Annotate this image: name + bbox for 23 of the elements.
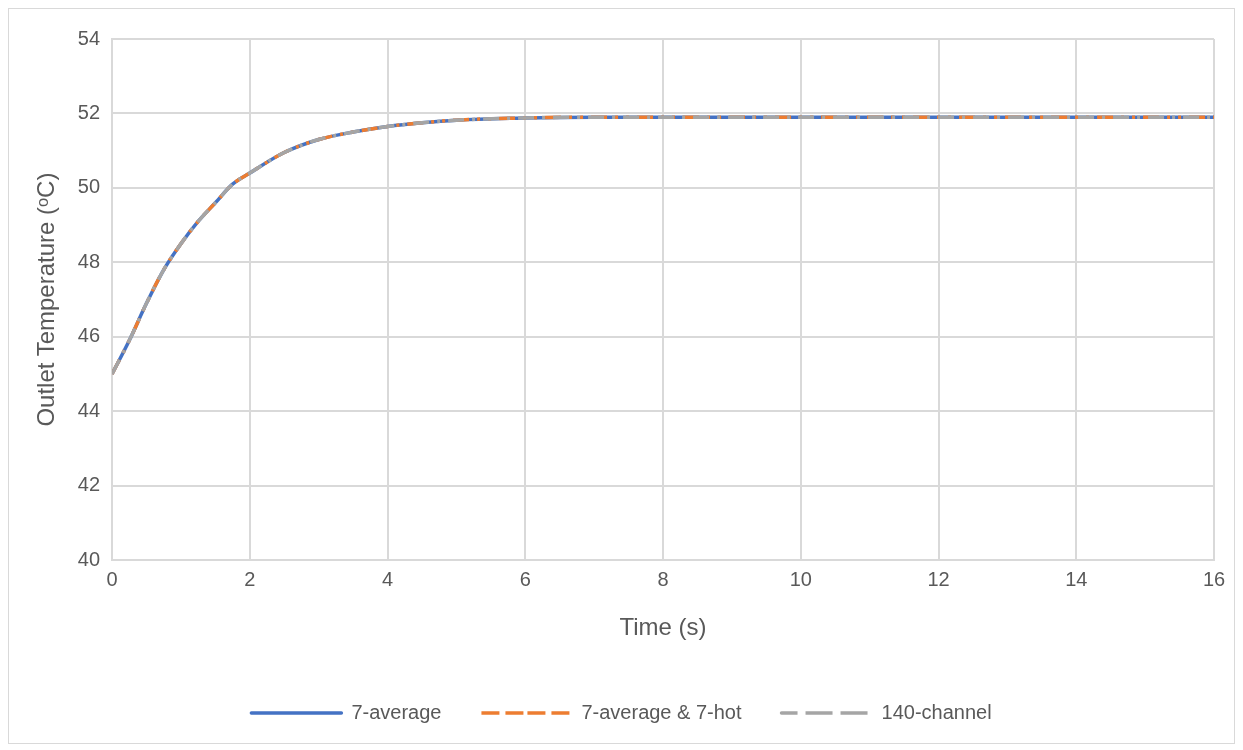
y-tick-label: 48 [77, 249, 101, 272]
x-tick-label: 16 [1202, 567, 1226, 590]
x-tick-label: 6 [519, 567, 531, 590]
y-tick-label: 50 [77, 175, 101, 198]
line-series [112, 115, 1214, 376]
legend-label: 7-average [351, 700, 442, 723]
x-tick-label: 0 [106, 567, 118, 590]
y-axis-title: Outlet Temperature (ᵒC) [32, 172, 60, 427]
y-tick-label: 46 [77, 324, 101, 347]
y-tick-label: 40 [77, 547, 101, 570]
x-tick-label: 14 [1065, 567, 1088, 590]
x-tick-label: 2 [244, 567, 256, 590]
y-tick-label: 52 [77, 100, 101, 123]
x-tick-label: 10 [789, 567, 812, 590]
x-axis-title: Time (s) [619, 613, 707, 641]
x-tick-label: 8 [657, 567, 669, 590]
legend-label: 140-channel [881, 700, 992, 723]
x-tick-label: 4 [381, 567, 394, 590]
y-tick-label: 54 [77, 26, 101, 49]
y-tick-label: 44 [77, 398, 101, 421]
y-tick-label: 42 [77, 473, 101, 496]
legend-label: 7-average & 7-hot [581, 700, 742, 723]
x-tick-label: 12 [927, 567, 950, 590]
